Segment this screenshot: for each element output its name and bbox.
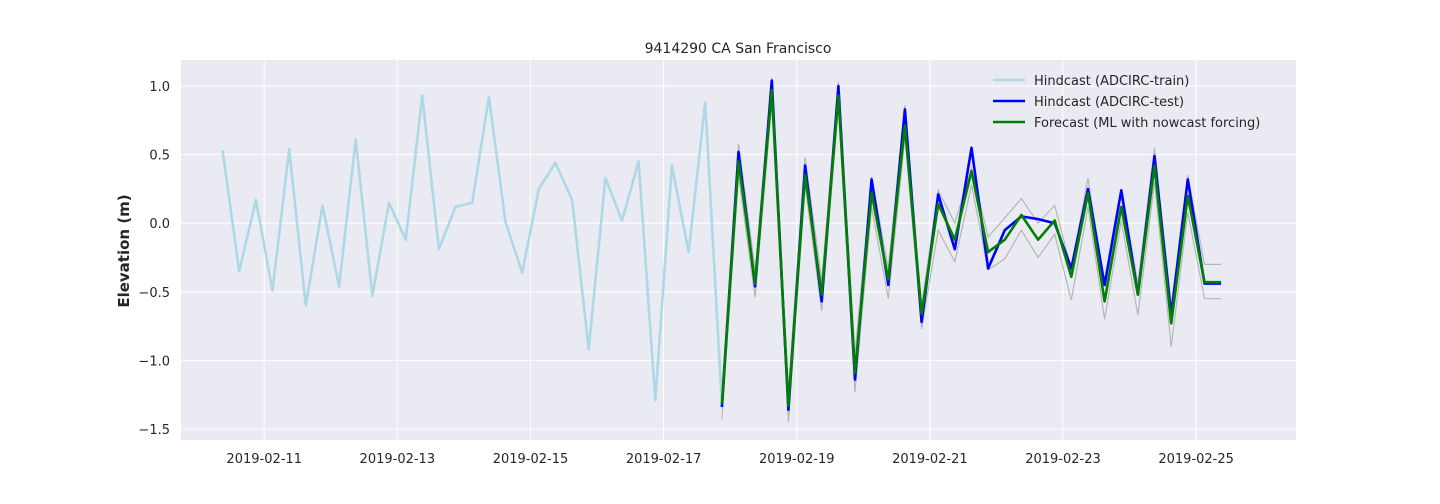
- y-tick-label: 0.0: [149, 217, 170, 232]
- y-tick-label: 0.5: [149, 149, 170, 164]
- y-tick-label: −0.5: [138, 286, 170, 301]
- x-tick-label: 2019-02-13: [360, 452, 436, 467]
- x-tick-label: 2019-02-19: [759, 452, 835, 467]
- y-axis-ticks: −1.5 −1.0 −0.5 0.0 0.5 1.0: [138, 80, 170, 438]
- x-tick-label: 2019-02-17: [626, 452, 702, 467]
- x-axis-ticks: 2019-02-11 2019-02-13 2019-02-15 2019-02-17…: [226, 452, 1234, 467]
- legend-label-train: Hindcast (ADCIRC-train): [1034, 74, 1189, 89]
- x-tick-label: 2019-02-23: [1025, 452, 1101, 467]
- legend-label-test: Hindcast (ADCIRC-test): [1034, 95, 1184, 110]
- chart-title: 9414290 CA San Francisco: [645, 41, 832, 57]
- y-tick-label: −1.5: [138, 423, 170, 438]
- x-tick-label: 2019-02-11: [226, 452, 302, 467]
- grid-lines: [181, 60, 1296, 440]
- band-upper-line: [721, 77, 1222, 391]
- x-tick-label: 2019-02-25: [1158, 452, 1234, 467]
- series-line-train: [221, 94, 724, 405]
- legend-label-forecast: Forecast (ML with nowcast forcing): [1034, 116, 1260, 131]
- y-tick-label: −1.0: [138, 354, 170, 369]
- series-lines: [221, 79, 1222, 412]
- series-line-forecast: [720, 88, 1222, 408]
- x-tick-label: 2019-02-21: [892, 452, 968, 467]
- y-axis-label: Elevation (m): [115, 194, 133, 307]
- legend: Hindcast (ADCIRC-train) Hindcast (ADCIRC…: [993, 74, 1260, 131]
- y-tick-label: 1.0: [149, 80, 170, 95]
- x-tick-label: 2019-02-15: [493, 452, 569, 467]
